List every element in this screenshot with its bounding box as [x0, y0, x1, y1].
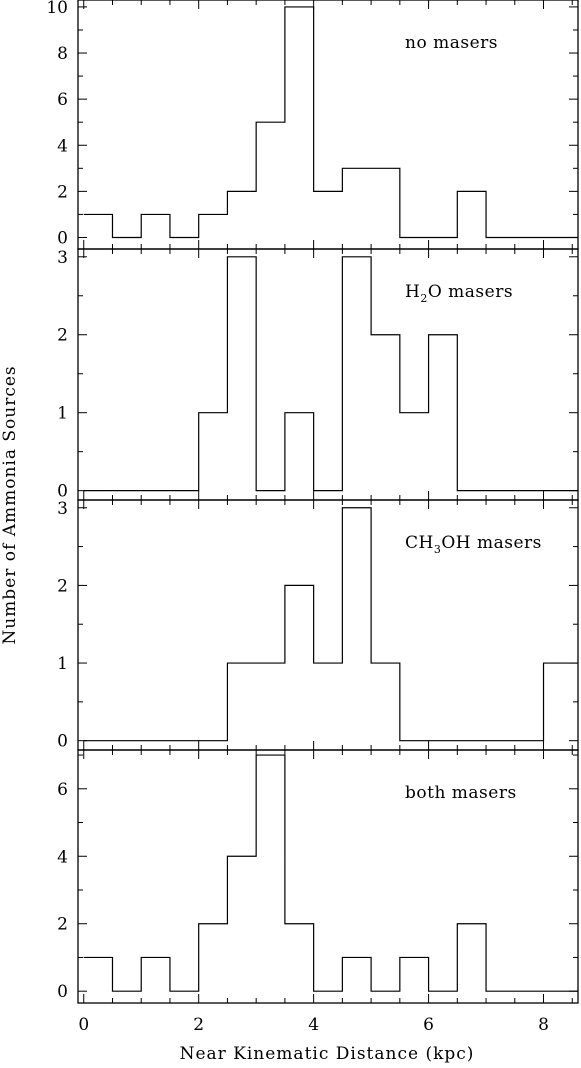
y-tick-label: 2 [57, 326, 68, 346]
histogram-series [83, 6, 578, 239]
y-tick-label: 8 [57, 44, 68, 64]
y-tick-label: 6 [57, 90, 68, 110]
x-tick-label: 4 [308, 1015, 319, 1035]
histogram-series [83, 256, 578, 492]
y-axis-label: Number of Ammonia Sources [0, 365, 20, 644]
panel-label: CH3OH masers [405, 533, 542, 556]
y-tick-label: 0 [57, 482, 68, 502]
panel-label-part: OH masers [441, 533, 542, 553]
panel-frame [77, 0, 579, 250]
y-tick-label: 4 [57, 847, 68, 867]
x-tick-label: 8 [538, 1015, 549, 1035]
y-tick-label: 0 [57, 228, 68, 248]
y-tick-label: 3 [57, 248, 68, 268]
panel-frame [77, 749, 579, 1004]
y-tick-label: 0 [57, 982, 68, 1002]
y-tick-label: 2 [57, 576, 68, 596]
panel-label-part: O masers [428, 282, 513, 302]
y-tick-label: 10 [46, 0, 68, 18]
panel-label: H2O masers [405, 282, 513, 305]
panel-1: 0 2 4 6 8 10 no masers [46, 0, 579, 250]
histogram-series [83, 754, 578, 992]
panel-label-part: H [405, 282, 420, 302]
y-tick-label: 1 [57, 654, 68, 674]
x-axis-label: Near Kinematic Distance (kpc) [180, 1044, 475, 1064]
panel-label-part: CH [405, 533, 434, 553]
histogram-series [83, 507, 578, 742]
y-tick-label: 4 [57, 136, 68, 156]
y-tick-label: 6 [57, 780, 68, 800]
y-tick-label: 1 [57, 404, 68, 424]
x-tick-label: 6 [423, 1015, 434, 1035]
x-tick-label: 2 [193, 1015, 204, 1035]
panel-label-subscript: 2 [420, 292, 428, 305]
y-tick-label: 0 [57, 732, 68, 752]
y-tick-label: 3 [57, 499, 68, 519]
x-tick-label: 0 [78, 1015, 89, 1035]
y-tick-label: 2 [57, 915, 68, 935]
panel-label: no masers [405, 33, 498, 53]
panel-label-subscript: 3 [434, 543, 442, 556]
y-tick-label: 2 [57, 182, 68, 202]
panel-4: 0 2 4 6 both masers [57, 749, 579, 1004]
panel-label: both masers [405, 783, 517, 803]
